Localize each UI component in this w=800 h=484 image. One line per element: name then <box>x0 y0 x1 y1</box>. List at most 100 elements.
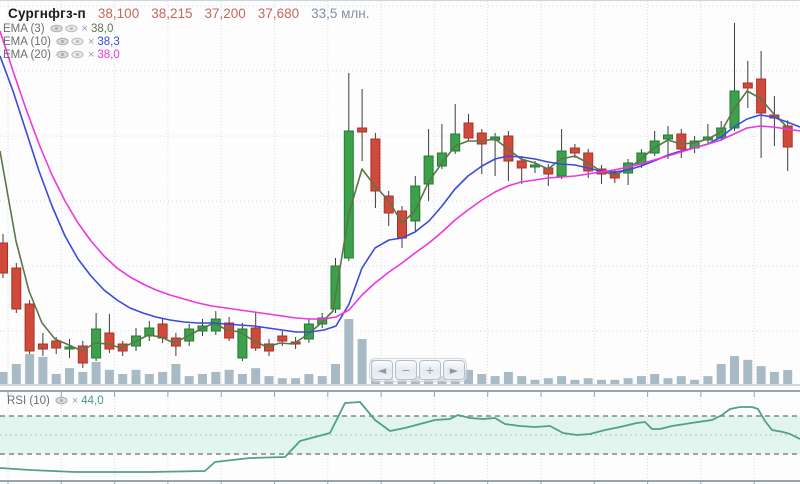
legend-row-ema10: EMA (10) × 38,3 <box>3 35 120 48</box>
volume-bar <box>543 378 553 384</box>
volume-bar <box>65 368 74 384</box>
chart-nav-toolbar: ◄ − + ► <box>369 358 467 382</box>
candle-up <box>423 155 434 185</box>
quote-volume: 33,5 млн. <box>311 6 370 21</box>
zoom-out-button[interactable]: − <box>395 360 417 380</box>
legend-row-ema3: EMA (3) × 38,0 <box>3 22 120 35</box>
candle-down <box>37 343 48 350</box>
volume-bar <box>623 378 633 384</box>
eye-icon[interactable] <box>56 50 69 59</box>
candle-up <box>330 265 341 310</box>
volume-bar <box>464 369 473 384</box>
zoom-in-button[interactable]: + <box>419 360 441 380</box>
volume-bar <box>783 370 793 384</box>
candle-up <box>663 134 673 140</box>
volume-bar <box>51 374 61 384</box>
volume-bar <box>198 374 207 384</box>
volume-bar <box>570 379 580 384</box>
volume-bar <box>331 364 340 384</box>
rsi-line <box>0 401 800 473</box>
volume-bar <box>78 371 88 384</box>
volume-bar <box>716 364 726 384</box>
candle-down <box>104 332 115 350</box>
volume-layer <box>0 319 793 384</box>
candle-down <box>264 343 274 352</box>
candle-up <box>343 130 354 259</box>
ema3-line <box>0 90 788 352</box>
candle-down <box>383 195 394 214</box>
candle-down <box>463 122 474 139</box>
candle-down <box>157 323 168 339</box>
candle-down <box>11 267 22 310</box>
remove-indicator-icon[interactable]: × <box>87 35 95 48</box>
eye-icon[interactable] <box>64 24 78 33</box>
volume-bar <box>636 376 646 384</box>
legend-row-rsi: RSI (10) × 44,0 <box>7 394 104 407</box>
ema20-value: 38,0 <box>97 48 120 61</box>
candle-down <box>569 147 580 154</box>
volume-bar <box>743 359 753 384</box>
instrument-header: Сургнфгз-п 38,100 38,215 37,200 37,680 3… <box>8 6 369 21</box>
candle-down <box>476 132 487 145</box>
volume-bar <box>184 376 194 384</box>
remove-indicator-icon[interactable]: × <box>81 22 88 35</box>
candle-down <box>742 82 753 89</box>
volume-bar <box>663 378 673 384</box>
candle-down <box>77 345 88 364</box>
pan-right-button[interactable]: ► <box>443 360 465 380</box>
eye-icon[interactable] <box>55 396 68 405</box>
volume-bar <box>0 371 8 384</box>
volume-bar <box>118 374 128 384</box>
volume-bar <box>211 371 221 384</box>
remove-indicator-icon[interactable]: × <box>71 394 79 407</box>
pan-left-button[interactable]: ◄ <box>371 360 393 380</box>
volume-bar <box>517 376 527 384</box>
eye-icon[interactable] <box>71 50 84 59</box>
eye-icon[interactable] <box>71 37 84 46</box>
rsi-value: 44,0 <box>81 394 104 407</box>
legend-row-ema20: EMA (20) × 38,0 <box>3 48 120 61</box>
candle-down <box>250 327 261 349</box>
quote-high: 38,215 <box>151 6 193 21</box>
candle-down <box>397 210 407 239</box>
volume-bar <box>690 379 700 384</box>
candle-down <box>583 152 594 172</box>
volume-bar <box>530 379 540 384</box>
candle-down <box>51 340 62 349</box>
volume-bar <box>610 379 620 384</box>
candle-up <box>450 133 461 152</box>
volume-bar <box>91 361 101 384</box>
eye-icon[interactable] <box>49 24 63 33</box>
volume-bar <box>769 371 779 384</box>
volume-bar <box>104 369 114 384</box>
candle-up <box>237 328 248 359</box>
volume-bar <box>703 376 713 384</box>
volume-bar <box>11 364 21 384</box>
rsi-pane-layer <box>0 401 800 473</box>
volume-bar <box>650 374 660 384</box>
volume-bar <box>224 369 234 384</box>
quote-close: 37,680 <box>257 6 300 21</box>
volume-bar <box>503 371 513 384</box>
remove-indicator-icon[interactable]: × <box>87 48 95 61</box>
quote-low: 37,200 <box>204 6 246 21</box>
candle-down <box>0 242 8 274</box>
candle-up <box>530 164 540 168</box>
candle-up <box>436 152 447 167</box>
ema10-value: 38,3 <box>97 35 120 48</box>
ema10-label: EMA (10) <box>3 35 51 48</box>
volume-bar <box>25 354 35 384</box>
rsi-label: RSI (10) <box>7 394 50 407</box>
eye-icon[interactable] <box>56 37 69 46</box>
volume-bar <box>171 364 181 384</box>
instrument-symbol: Сургнфгз-п <box>8 6 86 21</box>
volume-bar <box>730 356 739 384</box>
candle-down <box>516 160 527 169</box>
volume-bar <box>304 374 314 384</box>
volume-bar <box>557 376 567 384</box>
volume-bar <box>38 356 48 384</box>
volume-bar <box>597 379 606 384</box>
